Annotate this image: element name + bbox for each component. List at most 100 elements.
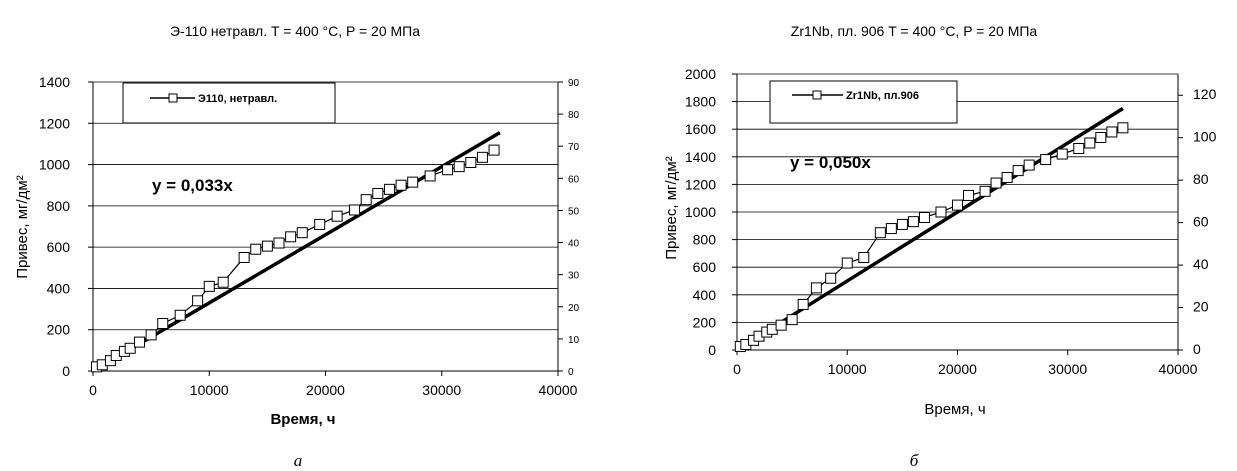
data-point: [1106, 126, 1118, 138]
data-point: [797, 298, 809, 310]
x-tick-label: 30000: [422, 382, 461, 398]
linear-fit-line: [736, 107, 1124, 352]
data-point: [979, 185, 991, 197]
y2-tick-label: 30: [568, 271, 580, 282]
data-point: [442, 164, 454, 176]
y-tick-label: 1000: [685, 204, 716, 220]
y2-tick-label: 20: [1193, 299, 1209, 315]
data-point: [465, 157, 477, 169]
data-point: [134, 336, 145, 348]
data-series: [734, 122, 1129, 353]
y2-tick-label: 10: [568, 335, 580, 346]
data-point: [963, 189, 975, 201]
legend: Э110, нетравл.: [122, 82, 336, 124]
x-tick-label: 40000: [539, 382, 578, 398]
x-tick-label: 0: [733, 361, 741, 377]
y-tick-label: 800: [693, 232, 717, 248]
y-axis-label: Привес, мг/дм²: [663, 156, 680, 260]
y2-tick-label: 90: [568, 78, 580, 89]
data-point: [395, 179, 407, 191]
data-point: [1084, 137, 1096, 149]
y2-tick-label: 0: [1193, 341, 1201, 357]
y-tick-label: 0: [62, 363, 70, 379]
y-tick-label: 0: [708, 342, 716, 358]
data-point: [250, 243, 262, 255]
panel-caption: б: [910, 451, 919, 470]
trend-equation: y = 0,033x: [152, 176, 233, 195]
x-tick-label: 0: [89, 382, 97, 398]
chart-panel-b: Zr1Nb, пл. 906 T = 400 °C, P = 20 МПа 0 2…: [663, 23, 1217, 470]
data-point: [157, 318, 169, 330]
data-point: [192, 295, 204, 307]
data-point: [124, 342, 136, 354]
data-point: [296, 227, 308, 239]
data-point: [174, 309, 186, 321]
data-point: [1012, 165, 1024, 177]
y2-tick-label: 40: [568, 239, 580, 250]
data-point: [476, 151, 488, 163]
data-point: [810, 282, 822, 294]
y-tick-label: 200: [693, 314, 717, 330]
y2-tick-label: 70: [568, 142, 580, 153]
gridlines: [737, 73, 1178, 323]
secondary-y-axis-ticks: 0 10 20 30 40 50 60 70 80 90: [558, 78, 580, 378]
x-axis-ticks: 0 10000 20000 30000 40000: [89, 371, 578, 398]
panel-caption: а: [294, 451, 303, 470]
y2-tick-label: 0: [568, 367, 574, 378]
data-point: [885, 223, 897, 235]
x-tick-label: 20000: [306, 382, 345, 398]
y2-tick-label: 60: [1193, 214, 1209, 230]
y-tick-label: 1200: [39, 115, 70, 131]
data-point: [1023, 159, 1035, 171]
data-point: [453, 161, 465, 173]
y-axis-label: Привес, мг/дм²: [14, 175, 31, 279]
y2-tick-label: 80: [1193, 171, 1209, 187]
data-point: [841, 257, 853, 269]
data-point: [786, 314, 798, 326]
legend-box: [122, 82, 336, 124]
data-point: [952, 199, 963, 211]
data-point: [1001, 172, 1013, 183]
data-point: [1056, 148, 1068, 160]
data-series: [90, 144, 500, 373]
fit-line: [736, 107, 1124, 352]
y-tick-label: 1000: [39, 157, 70, 173]
legend-label: Zr1Nb, пл.906: [846, 90, 919, 102]
y-axis-ticks: 0 200 400 600 800 1000 1200 1400: [39, 74, 93, 379]
data-point: [918, 212, 930, 224]
y-tick-label: 1800: [685, 94, 716, 110]
y2-tick-label: 120: [1193, 86, 1217, 102]
data-point: [145, 329, 157, 341]
data-point: [203, 280, 215, 292]
x-tick-label: 10000: [828, 361, 867, 377]
y2-tick-label: 40: [1193, 256, 1209, 272]
y2-tick-label: 80: [568, 110, 580, 121]
data-point: [990, 177, 1002, 189]
data-point: [775, 319, 787, 331]
y-tick-label: 2000: [685, 66, 716, 82]
y-tick-label: 1200: [685, 176, 716, 192]
y2-tick-label: 20: [568, 303, 580, 314]
data-point: [372, 187, 384, 199]
data-point: [383, 183, 395, 195]
legend-square-marker-icon: [168, 93, 178, 103]
x-tick-label: 10000: [190, 382, 229, 398]
y-tick-label: 600: [693, 259, 717, 275]
y-tick-label: 800: [47, 198, 71, 214]
data-point: [314, 218, 326, 230]
x-axis-ticks: 0 10000 20000 30000 40000: [733, 350, 1198, 377]
x-axis-label: Время, ч: [270, 411, 335, 428]
trend-equation: y = 0,050x: [790, 153, 871, 172]
y2-tick-label: 100: [1193, 129, 1217, 145]
data-point: [273, 237, 285, 249]
secondary-y-axis-ticks: 0 20 40 60 80 100 120: [1178, 86, 1217, 357]
y-tick-label: 400: [47, 280, 71, 296]
data-point: [360, 194, 372, 206]
data-point: [407, 176, 419, 188]
data-point: [285, 231, 297, 243]
y2-tick-label: 60: [568, 174, 580, 185]
x-tick-label: 20000: [938, 361, 977, 377]
chart-panel-a: Э-110 нетравл. T = 400 °C, P = 20 МПа 0 2…: [14, 23, 580, 470]
y2-tick-label: 50: [568, 206, 580, 217]
data-point: [261, 240, 273, 252]
